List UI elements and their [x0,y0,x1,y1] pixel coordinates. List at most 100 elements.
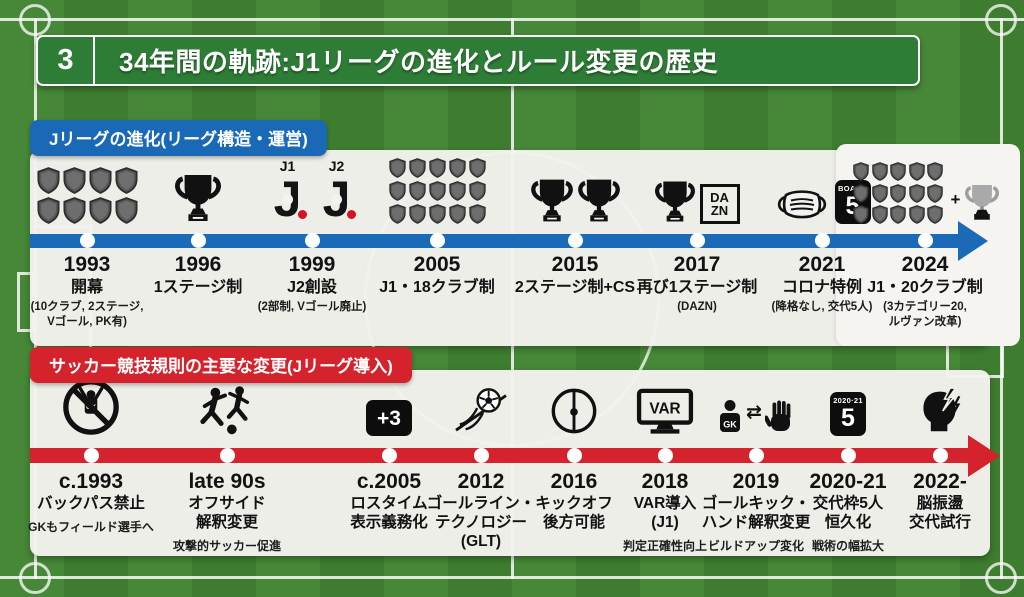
title-bar: 3 34年間の軌跡:J1リーグの進化とルール変更の歴史 [36,35,920,86]
timeline-dot [932,448,948,463]
item-year: c.2005 [356,470,422,493]
item-year: 2018 [641,470,689,493]
timeline-item-2021: BOARD 5 2021 コロナ特例 (降格なし, 交代5人) [737,150,907,346]
item-title: 交代枠5人 恒久化 [812,495,884,531]
silver-cup-icon [965,185,1000,220]
sub-board-5-icon: 2020·21 5 [783,370,913,444]
pitch-corner-arc [19,562,51,594]
page-title: 34年間の軌跡:J1リーグの進化とルール変更の歴史 [119,47,718,77]
hand-icon [764,400,791,431]
timeline-item-2017: DA ZN 2017 再び1ステージ制 (DAZN) [612,150,782,346]
attacking-players-icon [147,370,307,444]
item-year: late 90s [188,470,266,493]
league-section-label: Jリーグの進化(リーグ構造・運営) [30,120,327,156]
timeline-dot [917,233,933,248]
item-title: 開幕 [70,279,103,297]
item-title: ゴールライン・ テクノロジー (GLT) [426,495,536,550]
rules-timeline-bar [30,448,970,463]
league-timeline-bar [30,234,960,248]
concussion-head-icon [880,370,1000,444]
item-year: 2015 [551,253,599,276]
timeline-item-1999: J1 J J2 J 1999 J2創設 (2部制, Vゴール廃止) [232,150,392,346]
timeline-dot [79,233,95,248]
item-title: 再び1ステージ制 [636,279,758,297]
rules-timeline-arrowhead [968,435,1000,477]
item-year: 1996 [174,253,222,276]
item-note: (10クラブ, 2ステージ, Vゴール, PK有) [30,300,144,328]
timeline-item-concussion: 2022- 脳振盪 交代試行 [880,370,1000,556]
item-year: 2022- [913,470,967,493]
timeline-item-glt: 2012 ゴールライン・ テクノロジー (GLT) [422,370,540,556]
timeline-item-kickoff: 2016 キックオフ 後方可能 [518,370,630,556]
item-year: 2021 [798,253,846,276]
timeline-dot [83,448,99,463]
item-title: VAR導入 (J1) [633,495,697,531]
plus-sign: + [950,190,961,209]
item-title: 脳振盪 交代試行 [908,495,971,531]
timeline-dot [814,233,830,248]
rules-timeline-panel: GK c.1993 バックパス禁止 GKもフィールド選手へ [28,370,1000,556]
timeline-dot [657,448,673,463]
timeline-dot [381,448,397,463]
goalkeeper-icon: GK [720,400,741,432]
timeline-item-five-subs: 2020·21 5 2020-21 交代枠5人 恒久化 戦術の幅拡大 [783,370,913,556]
dazn-logo-icon: DA ZN [699,184,740,224]
timeline-item-var: VAR 2018 VAR導入 (J1) 判定正確性向上 [604,370,726,556]
face-mask-icon [777,190,826,219]
item-year: 1993 [63,253,111,276]
item-title: J2創設 [287,279,337,297]
item-year: 2020-21 [809,470,887,493]
timeline-item-1996: 1996 1ステージ制 [133,150,263,346]
item-title: ゴールキック・ ハンド解釈変更 [701,495,811,531]
goalkick-hand-icon: GK ⇄ [676,370,836,444]
league-timeline-panel: 1993 開幕 (10クラブ, 2ステージ, Vゴール, PK有) 1996 1… [30,144,1020,346]
item-year: 2005 [413,253,461,276]
item-note: 判定正確性向上 [622,538,707,553]
item-title: ロスタイム 表示義務化 [350,495,428,531]
item-title: 2ステージ制+CS [514,279,636,297]
item-year: 2016 [550,470,598,493]
timeline-dot [840,448,856,463]
timeline-dot [567,233,583,248]
slide-number: 3 [38,37,95,84]
j1-j2-logos-icon: J1 J J2 J [232,150,392,230]
item-note: 攻撃的サッカー促進 [172,538,281,553]
item-note: ビルドアップ変化 [707,538,804,553]
item-note: (DAZN) [677,300,717,313]
timeline-item-goalkick-hand: GK ⇄ 2019 ゴールキック・ ハンド解釈変更 ビルドアップ変化 [676,370,836,556]
item-title: コロナ特例 [781,279,862,297]
item-title: バックパス禁止 [37,495,145,513]
timeline-item-offside: late 90s オフサイド 解釈変更 攻撃的サッカー促進 [147,370,307,556]
timeline-item-1993: 1993 開幕 (10クラブ, 2ステージ, Vゴール, PK有) [2,150,172,346]
pitch-corner-arc [985,562,1017,594]
item-year: 2024 [901,253,949,276]
item-year: 2019 [732,470,780,493]
var-monitor-icon: VAR [604,370,726,444]
timeline-dot [219,448,235,463]
timeline-dot [689,233,705,248]
timeline-item-backpass: GK c.1993 バックパス禁止 GKもフィールド選手へ [16,370,166,556]
j1-logo-icon: J1 J [266,159,310,224]
item-title: オフサイド 解釈変更 [188,495,266,531]
league-timeline-arrowhead [958,221,988,261]
timeline-dot [190,233,206,248]
swap-arrows-icon: ⇄ [746,401,762,423]
j2-logo-icon: J2 J [315,159,359,224]
plus3-board-icon: +3 [333,370,445,444]
timeline-item-2005: 2005 J1・18クラブ制 [357,150,517,346]
timeline-dot [304,233,320,248]
timeline-item-2024: + 2024 J1・20クラブ制 (3カテゴリー20, ルヴァン改革) [840,150,1010,346]
timeline-dot [566,448,582,463]
goal-line-technology-icon [422,370,540,444]
timeline-dot [473,448,489,463]
item-note: GKもフィールド選手へ [28,520,154,534]
shields-15-plus-cup-icon: + [840,150,1010,230]
item-note: (降格なし, 交代5人) [771,300,873,313]
item-title: 1ステージ制 [153,279,243,297]
trophy-dazn-icon: DA ZN [612,150,782,230]
timeline-item-stoppage-time: +3 c.2005 ロスタイム 表示義務化 [333,370,445,556]
item-year: 2012 [457,470,505,493]
pitch-corner-arc [19,4,51,36]
item-note: (3カテゴリー20, ルヴァン改革) [883,300,967,328]
